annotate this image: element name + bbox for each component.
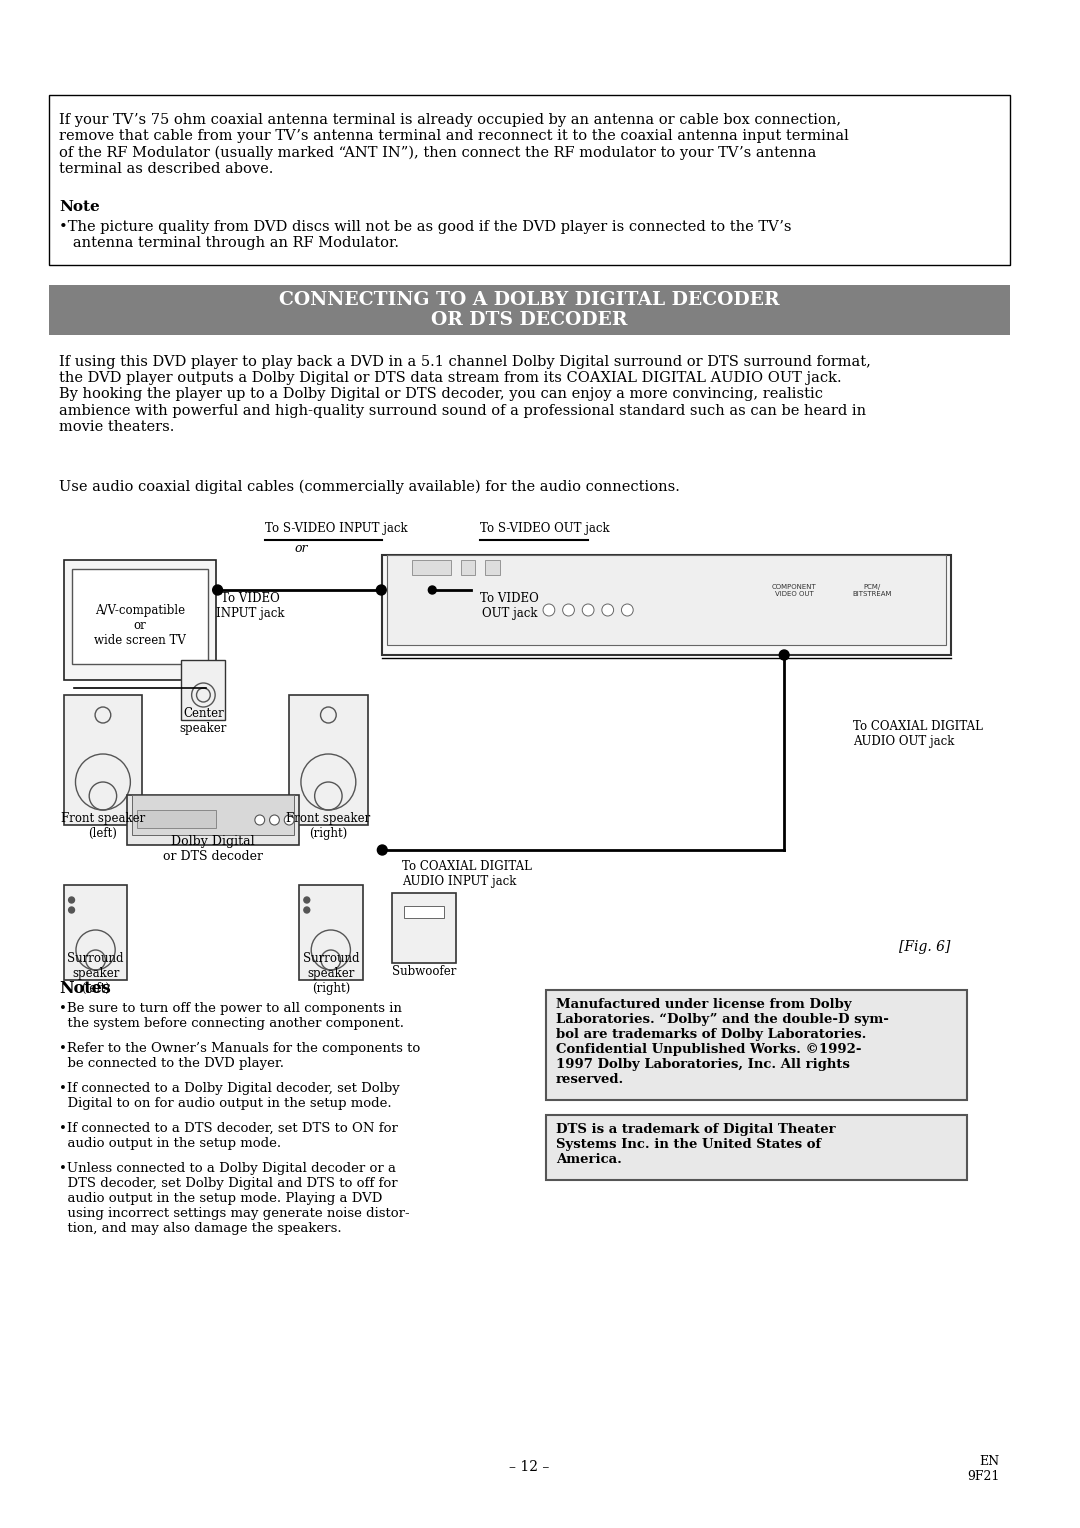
- Circle shape: [429, 587, 436, 594]
- Circle shape: [69, 897, 75, 903]
- Bar: [71, 568, 207, 665]
- Text: •Refer to the Owner’s Manuals for the components to
  be connected to the DVD pl: •Refer to the Owner’s Manuals for the co…: [58, 1042, 420, 1070]
- Bar: [49, 95, 1010, 264]
- Bar: [133, 795, 294, 834]
- Circle shape: [543, 604, 555, 616]
- Text: To VIDEO
OUT jack: To VIDEO OUT jack: [481, 591, 539, 620]
- Text: To S-VIDEO INPUT jack: To S-VIDEO INPUT jack: [265, 523, 407, 535]
- Bar: [411, 559, 450, 575]
- Text: To S-VIDEO OUT jack: To S-VIDEO OUT jack: [481, 523, 610, 535]
- Circle shape: [270, 814, 280, 825]
- Circle shape: [377, 585, 387, 594]
- Bar: [382, 555, 950, 656]
- Circle shape: [621, 604, 633, 616]
- Bar: [485, 559, 500, 575]
- Text: •If connected to a DTS decoder, set DTS to ON for
  audio output in the setup mo: •If connected to a DTS decoder, set DTS …: [58, 1122, 397, 1151]
- Text: Center
speaker: Center speaker: [179, 707, 227, 735]
- Circle shape: [303, 908, 310, 914]
- Bar: [64, 885, 127, 979]
- Text: Notes: Notes: [58, 979, 110, 996]
- Text: If using this DVD player to play back a DVD in a 5.1 channel Dolby Digital surro: If using this DVD player to play back a …: [58, 354, 870, 434]
- Bar: [289, 695, 367, 825]
- Bar: [461, 559, 475, 575]
- Text: EN
9F21: EN 9F21: [968, 1455, 1000, 1484]
- Text: COMPONENT
VIDEO OUT: COMPONENT VIDEO OUT: [771, 584, 816, 596]
- Text: If your TV’s 75 ohm coaxial antenna terminal is already occupied by an antenna o: If your TV’s 75 ohm coaxial antenna term…: [58, 113, 849, 176]
- Text: Surround
speaker
(left): Surround speaker (left): [67, 952, 124, 995]
- Circle shape: [284, 814, 294, 825]
- Text: •If connected to a Dolby Digital decoder, set Dolby
  Digital to on for audio ou: •If connected to a Dolby Digital decoder…: [58, 1082, 400, 1109]
- Text: •The picture quality from DVD discs will not be as good if the DVD player is con: •The picture quality from DVD discs will…: [58, 220, 792, 251]
- Text: DTS is a trademark of Digital Theater
Systems Inc. in the United States of
Ameri: DTS is a trademark of Digital Theater Sy…: [556, 1123, 836, 1166]
- Circle shape: [602, 604, 613, 616]
- Text: Surround
speaker
(right): Surround speaker (right): [302, 952, 359, 995]
- Text: To COAXIAL DIGITAL
AUDIO OUT jack: To COAXIAL DIGITAL AUDIO OUT jack: [853, 720, 983, 749]
- Text: Dolby Digital
or DTS decoder: Dolby Digital or DTS decoder: [163, 834, 264, 863]
- Text: or: or: [294, 542, 308, 555]
- Text: Subwoofer: Subwoofer: [392, 966, 456, 978]
- Text: Use audio coaxial digital cables (commercially available) for the audio connecti: Use audio coaxial digital cables (commer…: [58, 480, 679, 495]
- Text: To COAXIAL DIGITAL
AUDIO INPUT jack: To COAXIAL DIGITAL AUDIO INPUT jack: [402, 860, 531, 888]
- Text: To VIDEO
INPUT jack: To VIDEO INPUT jack: [216, 591, 284, 620]
- Bar: [64, 559, 216, 680]
- Text: Manufactured under license from Dolby
Laboratories. “Dolby” and the double-D sym: Manufactured under license from Dolby La…: [556, 998, 889, 1086]
- Bar: [64, 695, 143, 825]
- Text: – 12 –: – 12 –: [509, 1459, 550, 1475]
- Text: [Fig. 6]: [Fig. 6]: [900, 940, 950, 953]
- Bar: [546, 990, 968, 1100]
- Circle shape: [255, 814, 265, 825]
- Text: Front speaker
(left): Front speaker (left): [60, 811, 145, 840]
- Bar: [127, 795, 299, 845]
- Text: •Unless connected to a Dolby Digital decoder or a
  DTS decoder, set Dolby Digit: •Unless connected to a Dolby Digital dec…: [58, 1161, 409, 1235]
- Text: Note: Note: [58, 200, 99, 214]
- Text: A/V-compatible
or
wide screen TV: A/V-compatible or wide screen TV: [94, 604, 186, 646]
- Circle shape: [69, 908, 75, 914]
- Bar: [546, 1115, 968, 1180]
- Text: •Be sure to turn off the power to all components in
  the system before connecti: •Be sure to turn off the power to all co…: [58, 1002, 404, 1030]
- Circle shape: [303, 897, 310, 903]
- Circle shape: [563, 604, 575, 616]
- Text: CONNECTING TO A DOLBY DIGITAL DECODER
OR DTS DECODER: CONNECTING TO A DOLBY DIGITAL DECODER OR…: [279, 290, 780, 330]
- Text: PCM/
BITSTREAM: PCM/ BITSTREAM: [852, 584, 892, 596]
- Bar: [299, 885, 363, 979]
- Circle shape: [582, 604, 594, 616]
- Text: Front speaker
(right): Front speaker (right): [286, 811, 370, 840]
- Bar: [392, 892, 456, 963]
- Circle shape: [780, 649, 789, 660]
- Bar: [404, 906, 444, 918]
- Circle shape: [377, 845, 388, 856]
- Bar: [388, 555, 946, 645]
- Bar: [137, 810, 216, 828]
- Bar: [49, 286, 1010, 335]
- Circle shape: [213, 585, 222, 594]
- Bar: [181, 660, 226, 720]
